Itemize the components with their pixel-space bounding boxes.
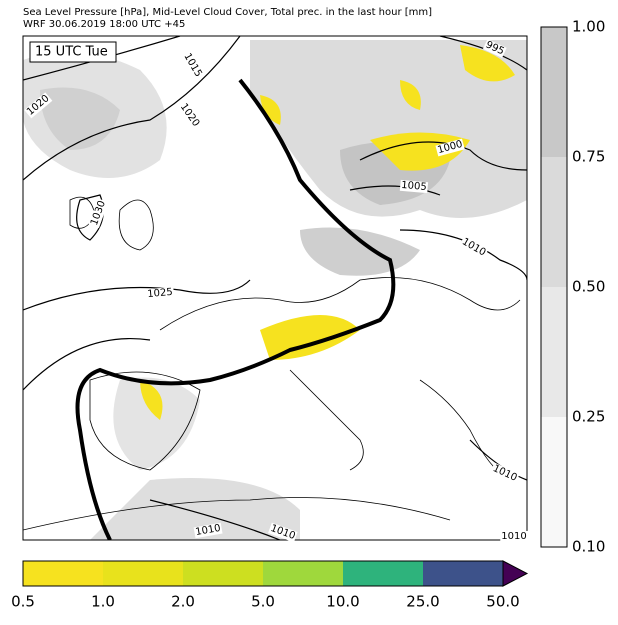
precip-colorbar-label: 50.0	[486, 593, 519, 611]
precip-colorbar-segment	[343, 561, 423, 586]
precip-colorbar-label: 0.5	[11, 593, 35, 611]
isobar-label: 1010	[501, 531, 526, 542]
cloud-colorbar-segment	[541, 157, 567, 287]
subtitle-line: WRF 30.06.2019 18:00 UTC +45	[23, 19, 185, 30]
isobar-label-bg	[435, 138, 465, 157]
isobar-label-bg	[177, 100, 202, 130]
map-frame	[22, 35, 528, 541]
cloud-colorbar-segment	[541, 417, 567, 547]
cloud-colorbar-label: 1.00	[572, 18, 605, 36]
isobar-label-bg	[145, 286, 175, 301]
isobar-label-bg	[482, 39, 507, 58]
precip-colorbar-label: 2.0	[171, 593, 195, 611]
cloud-colorbar-label: 0.75	[572, 148, 605, 166]
precip-colorbar-extend	[502, 560, 529, 587]
precipitation	[140, 45, 515, 420]
precip-colorbar-segment	[103, 561, 183, 586]
precip-colorbar-label: 10.0	[326, 593, 359, 611]
cloud-colorbar-label: 0.25	[572, 408, 605, 426]
isobar-label-bg	[399, 179, 429, 194]
time-box	[29, 41, 117, 63]
time-label: 15 UTC Tue	[35, 45, 108, 60]
cloud-colorbar-segment	[541, 287, 567, 417]
isobar-label: 1010	[195, 523, 222, 538]
isobar-label-bg	[180, 50, 205, 80]
isobar-label: 1005	[401, 180, 427, 193]
isobar-1015	[75, 78, 396, 540]
precip-colorbar-segment	[263, 561, 343, 586]
isobar-label-bg	[268, 522, 298, 543]
cloud-colorbar-label: 0.50	[572, 278, 605, 296]
isobar-label-bg	[193, 522, 223, 539]
cloud-colorbar-frame	[540, 26, 568, 548]
isobar-label-bg	[24, 92, 53, 119]
map-area	[23, 36, 527, 540]
isobar-label-bg	[88, 198, 109, 228]
precip-colorbar-segment	[423, 561, 503, 586]
title-line: Sea Level Pressure [hPa], Mid-Level Clou…	[23, 7, 432, 18]
precip-colorbar-label: 1.0	[91, 593, 115, 611]
precip-colorbar-frame	[22, 560, 504, 587]
cloud-colorbar-label: 0.10	[572, 538, 605, 556]
precip-colorbar-label: 5.0	[251, 593, 275, 611]
precip-colorbar-segment	[23, 561, 103, 586]
isobar-label: 1025	[147, 287, 173, 300]
isobar-label-bg	[459, 235, 489, 260]
isobar-label-bg	[500, 531, 528, 542]
precip-colorbar-segment	[183, 561, 263, 586]
isobar-label-bg	[490, 462, 520, 485]
precip-colorbar-label: 25.0	[406, 593, 439, 611]
cloud-colorbar-segment	[541, 27, 567, 157]
